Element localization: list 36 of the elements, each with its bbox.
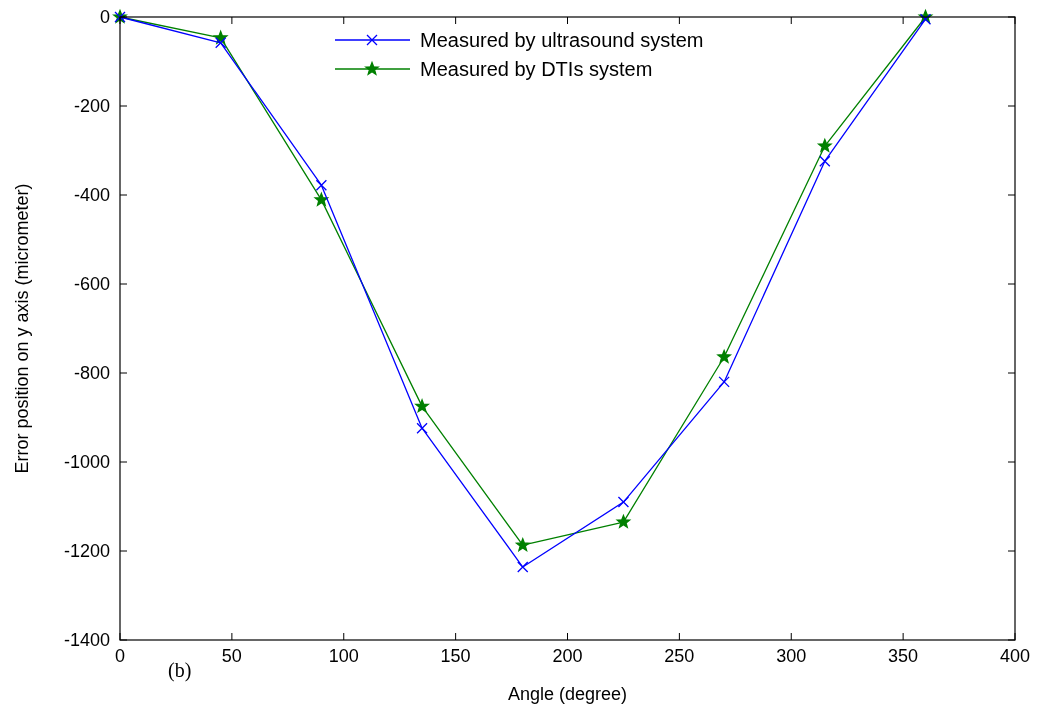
y-axis-title: Error position on y axis (micrometer) [12,183,32,474]
legend-label: Measured by ultrasound system [420,29,704,51]
y-tick-label: -1200 [63,541,110,561]
point [415,399,429,413]
x-tick-label: 250 [664,646,695,666]
y-tick-label: -1000 [63,452,110,472]
x-tick-label: 150 [440,646,471,666]
y-tick-label: -800 [73,363,110,383]
x-tick-label: 350 [888,646,919,666]
y-tick-label: -600 [73,274,110,294]
y-tick-label: -200 [73,96,110,116]
point [315,179,328,191]
y-tick-label: -1400 [63,630,110,650]
point [919,13,932,25]
point [718,376,730,388]
x-tick-label: 0 [114,646,126,666]
x-tick-label: 50 [221,646,242,666]
point [515,538,530,552]
point [717,349,731,363]
x-tick-label: 300 [776,646,807,666]
point [819,155,831,167]
text: (b) [168,659,192,682]
point [215,37,227,49]
x-tick-label: 100 [328,646,359,666]
point [314,192,329,206]
point [517,561,529,573]
legend-label: Measured by DTIs system [420,58,653,80]
x-tick-label: 200 [552,646,583,666]
point [416,422,428,434]
y-tick-label: 0 [99,7,110,27]
point [817,138,832,152]
point [616,514,631,528]
y-tick-label: -400 [73,185,110,205]
x-axis-title: Angle (degree) [507,684,628,704]
x-tick-label: 400 [999,646,1031,666]
point [617,496,630,508]
